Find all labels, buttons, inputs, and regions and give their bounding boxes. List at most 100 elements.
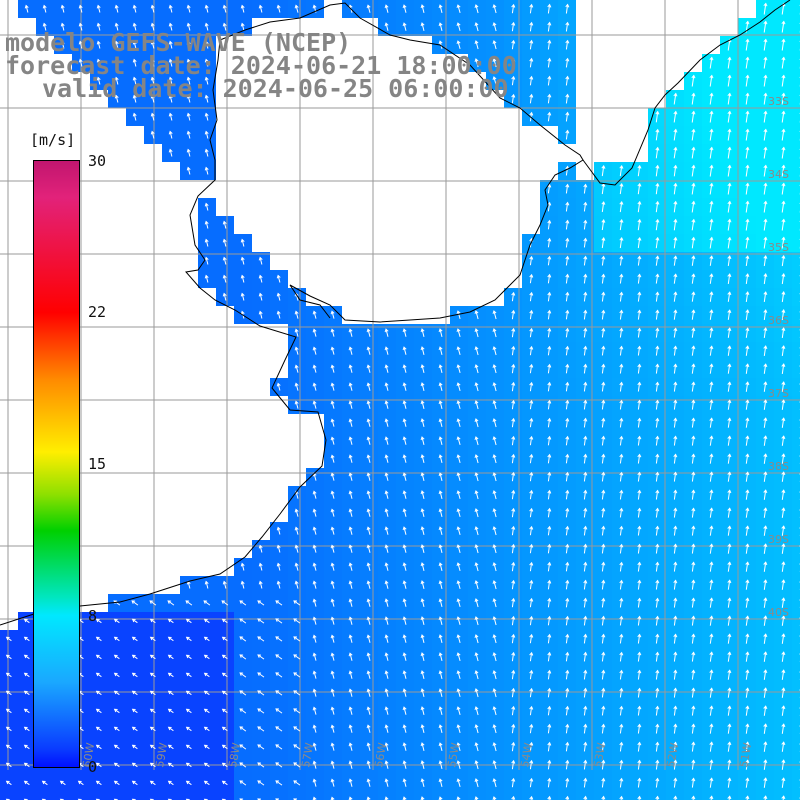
wind-cell xyxy=(792,360,800,378)
wind-cell xyxy=(450,792,468,800)
wind-cell xyxy=(234,792,252,800)
wind-cell xyxy=(414,792,432,800)
wind-cell xyxy=(792,792,800,800)
wind-cell xyxy=(792,486,800,504)
wind-cell xyxy=(270,792,288,800)
wind-cell xyxy=(792,558,800,576)
wind-cell xyxy=(666,792,684,800)
wind-cell xyxy=(288,792,306,800)
wind-cell xyxy=(792,450,800,468)
wind-cell xyxy=(396,792,414,800)
wind-arrow xyxy=(42,22,47,31)
wind-cell xyxy=(630,792,648,800)
wind-cell xyxy=(792,414,800,432)
wind-cell xyxy=(792,378,800,396)
wind-cell xyxy=(468,792,486,800)
wind-cell xyxy=(792,234,800,252)
latitude-label: 38S xyxy=(768,460,789,473)
latitude-label: 35S xyxy=(768,241,789,254)
wind-cell xyxy=(792,270,800,288)
wind-cell xyxy=(792,162,800,180)
colorbar-tick-label: 30 xyxy=(88,152,107,170)
wind-cell xyxy=(756,792,774,800)
wind-arrow xyxy=(456,4,461,14)
wind-cell xyxy=(792,432,800,450)
wind-arrow xyxy=(763,2,768,15)
wind-cell xyxy=(360,792,378,800)
wind-arrow xyxy=(114,4,119,13)
wind-cell xyxy=(108,792,126,800)
wind-cell xyxy=(612,792,630,800)
wind-cell xyxy=(378,792,396,800)
wind-cell xyxy=(306,792,324,800)
wind-cell xyxy=(252,792,270,800)
wind-cell xyxy=(792,342,800,360)
wind-cell xyxy=(72,792,90,800)
wind-cell xyxy=(792,198,800,216)
wind-cell xyxy=(594,792,612,800)
wind-cell xyxy=(792,324,800,342)
wind-cell xyxy=(792,738,800,756)
wind-arrow xyxy=(547,3,552,14)
wind-cell xyxy=(792,612,800,630)
wind-cell xyxy=(558,792,576,800)
wind-cell xyxy=(792,54,800,72)
wind-arrow xyxy=(402,4,407,13)
wind-cell xyxy=(54,792,72,800)
latitude-label: 39S xyxy=(768,533,789,546)
wind-cell xyxy=(792,666,800,684)
wind-cell xyxy=(540,792,558,800)
wind-cell xyxy=(792,630,800,648)
wind-cell xyxy=(792,684,800,702)
wind-cell xyxy=(738,792,756,800)
wind-cell xyxy=(792,126,800,144)
wind-cell xyxy=(792,288,800,306)
wind-cell xyxy=(720,792,738,800)
wind-cell xyxy=(144,792,162,800)
wind-arrows xyxy=(5,2,800,800)
wind-arrow xyxy=(42,4,47,13)
wind-arrow xyxy=(186,4,191,13)
wind-cell xyxy=(648,792,666,800)
wind-arrow xyxy=(132,4,137,13)
latitude-label: 33S xyxy=(768,95,789,108)
wind-arrow xyxy=(60,22,65,31)
wind-cell xyxy=(90,792,108,800)
colorbar-tick-label: 8 xyxy=(88,607,98,625)
wind-cell xyxy=(126,792,144,800)
wind-cell xyxy=(792,468,800,486)
wind-cell xyxy=(792,108,800,126)
wind-cell xyxy=(792,216,800,234)
wind-arrow xyxy=(565,3,570,14)
wind-cell xyxy=(198,792,216,800)
wind-cell xyxy=(792,18,800,36)
wind-cell xyxy=(18,792,36,800)
wind-arrow xyxy=(529,3,534,14)
wind-arrow xyxy=(96,4,101,13)
colorbar-tick-label: 15 xyxy=(88,455,107,473)
wind-arrow xyxy=(258,4,263,13)
wind-arrow xyxy=(366,4,371,13)
wind-arrow xyxy=(168,4,173,13)
wind-cell xyxy=(792,702,800,720)
wind-cell xyxy=(792,0,800,18)
wind-cell xyxy=(432,792,450,800)
valid-date: valid date: 2024-06-25 06:00:00 xyxy=(42,74,509,103)
wind-cell xyxy=(792,576,800,594)
wind-cell xyxy=(504,792,522,800)
wind-cell xyxy=(792,90,800,108)
wind-arrow xyxy=(294,4,299,13)
colorbar xyxy=(33,160,80,768)
wind-arrow xyxy=(511,3,516,14)
wind-arrow xyxy=(474,4,479,14)
wind-cell xyxy=(774,792,792,800)
latitude-label: 40S xyxy=(768,606,789,619)
wind-arrow xyxy=(24,4,29,13)
wind-cell xyxy=(792,594,800,612)
wind-arrow xyxy=(438,4,443,14)
wind-arrow xyxy=(150,4,155,13)
wind-cell xyxy=(792,144,800,162)
wind-arrow xyxy=(276,4,281,13)
wind-cell xyxy=(792,774,800,792)
